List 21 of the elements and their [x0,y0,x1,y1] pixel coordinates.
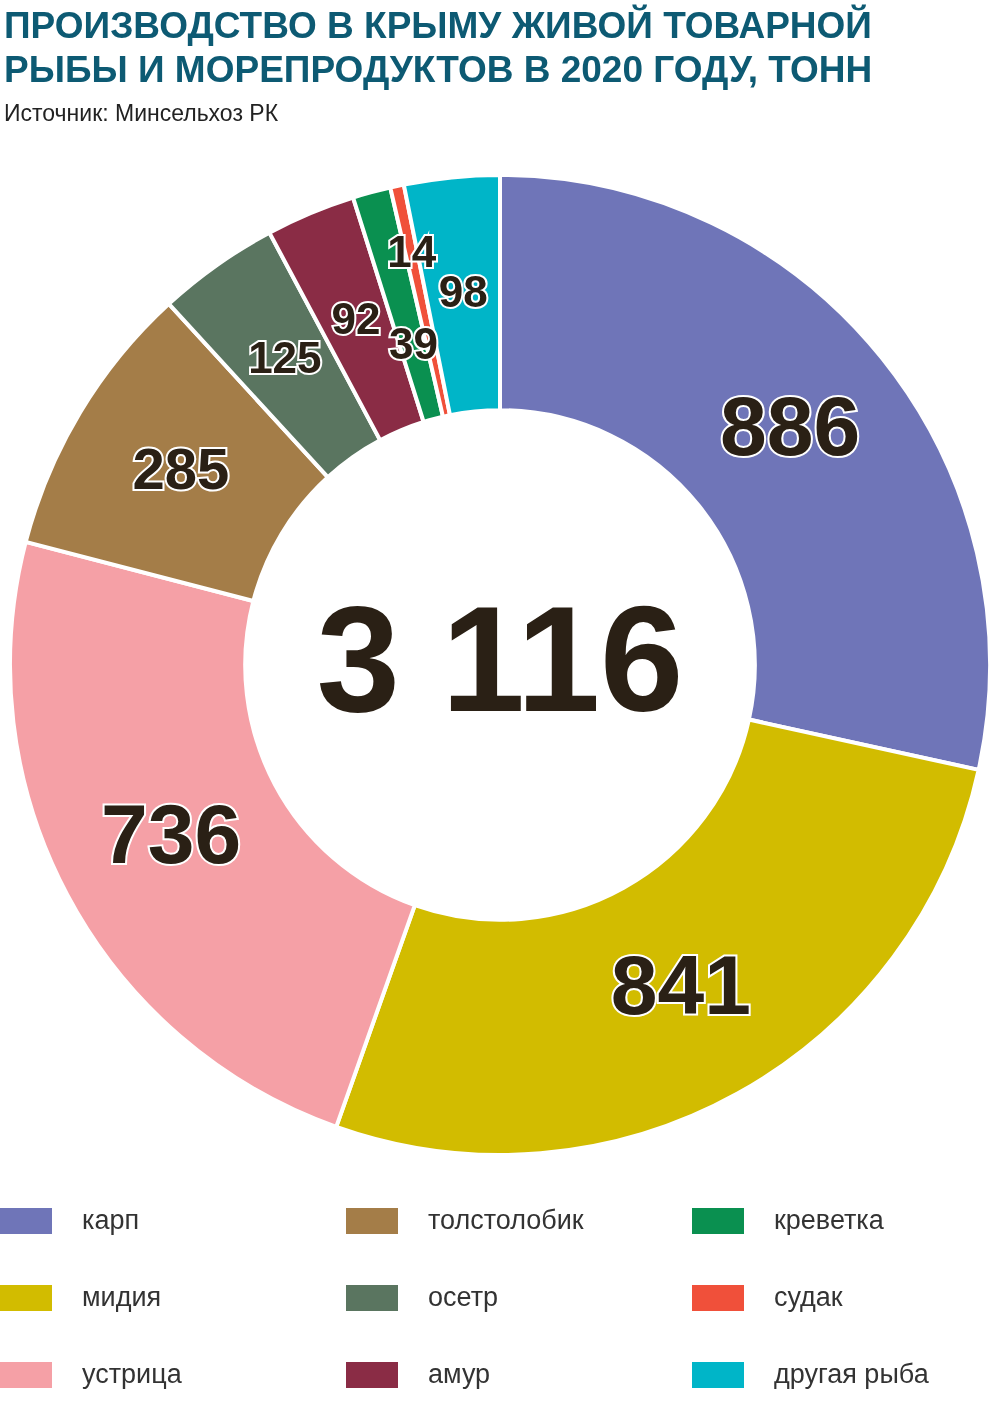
data-label: 125 [248,333,322,383]
data-label: 39 [389,318,439,368]
data-label: 886 [720,378,861,473]
data-label: 98 [438,266,488,316]
legend-label: осетр [428,1282,499,1313]
chart-subtitle: Источник: Минсельхоз РК [4,100,279,127]
legend-label: карп [82,1205,140,1236]
data-label: 736 [100,786,242,881]
chart-title: ПРОИЗВОДСТВО В КРЫМУ ЖИВОЙ ТОВАРНОЙ РЫБЫ И МОРЕПРОДУКТОВ В 2020 ГОДУ, ТОНН [4,4,874,92]
data-label: 285 [132,436,230,502]
legend-label: устрица [82,1359,182,1390]
legend-label: амур [428,1359,491,1390]
data-label: 92 [331,293,381,343]
legend-label: толстолобик [428,1205,584,1236]
legend-label: мидия [82,1282,162,1313]
data-label: 841 [610,937,751,1032]
legend-label: судак [774,1282,843,1313]
legend-label: креветка [774,1205,884,1236]
data-label: 14 [387,226,437,276]
text: 3 116 [316,575,684,744]
legend-label: другая рыба [774,1359,929,1390]
